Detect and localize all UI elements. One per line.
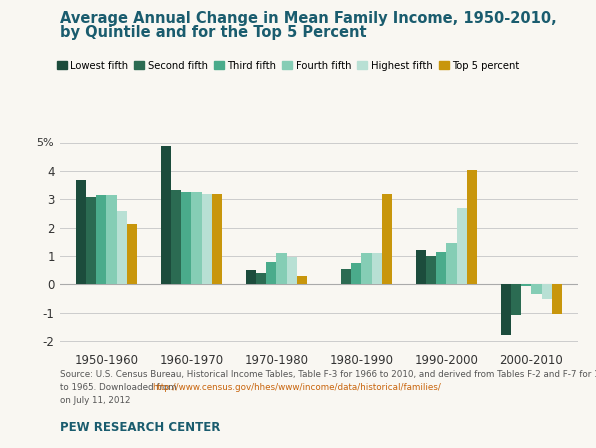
Bar [127,224,137,284]
Text: 5%: 5% [36,138,54,148]
Bar [212,194,222,284]
Bar [96,195,106,284]
Bar [351,263,361,284]
Bar [416,250,426,284]
Bar [76,180,86,284]
Bar [171,190,181,284]
Bar [161,146,171,284]
Text: to 1965. Downloaded from: to 1965. Downloaded from [60,383,179,392]
Bar [191,192,201,284]
Bar [542,284,552,298]
Bar [341,269,351,284]
Bar [382,194,392,284]
Text: Average Annual Change in Mean Family Income, 1950-2010,: Average Annual Change in Mean Family Inc… [60,11,556,26]
Bar [436,252,446,284]
Bar [246,270,256,284]
Text: by Quintile and for the Top 5 Percent: by Quintile and for the Top 5 Percent [60,25,366,39]
Bar [86,197,96,284]
Text: on July 11, 2012: on July 11, 2012 [60,396,130,405]
Bar [467,170,477,284]
Bar [501,284,511,335]
Text: PEW RESEARCH CENTER: PEW RESEARCH CENTER [60,421,220,434]
Bar [117,211,127,284]
Bar [446,243,457,284]
Bar [297,276,307,284]
Bar [106,195,117,284]
Bar [552,284,562,314]
Bar [361,253,371,284]
Text: http://www.census.gov/hhes/www/income/data/historical/families/: http://www.census.gov/hhes/www/income/da… [152,383,441,392]
Bar [521,284,532,286]
Legend: Lowest fifth, Second fifth, Third fifth, Fourth fifth, Highest fifth, Top 5 perc: Lowest fifth, Second fifth, Third fifth,… [52,56,523,74]
Bar [426,256,436,284]
Bar [287,258,297,284]
Text: Source: U.S. Census Bureau, Historical Income Tables, Table F-3 for 1966 to 2010: Source: U.S. Census Bureau, Historical I… [60,370,596,379]
Bar [256,273,266,284]
Bar [511,284,521,315]
Bar [457,208,467,284]
Bar [371,253,382,284]
Bar [266,262,277,284]
Bar [277,253,287,284]
Bar [201,194,212,284]
Bar [532,284,542,294]
Bar [181,192,191,284]
